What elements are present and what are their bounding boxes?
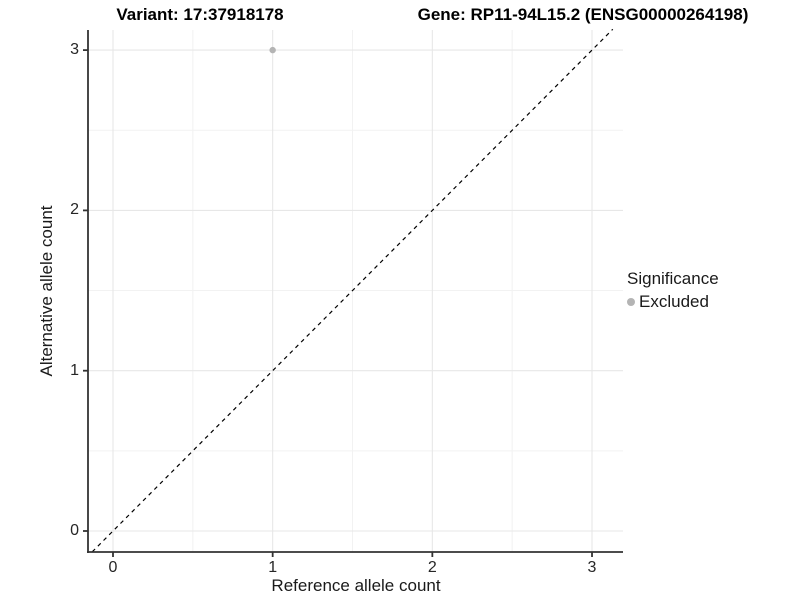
legend-item-excluded: Excluded bbox=[627, 292, 719, 312]
legend-point-icon bbox=[627, 298, 635, 306]
x-tick-label: 0 bbox=[108, 559, 118, 576]
identity-dashed-line bbox=[91, 28, 614, 553]
y-tick-label: 0 bbox=[70, 522, 79, 539]
x-tick-label: 1 bbox=[268, 559, 278, 576]
y-tick-label: 3 bbox=[70, 41, 79, 59]
legend-title: Significance bbox=[627, 269, 719, 288]
y-axis-label: Alternative allele count bbox=[37, 205, 56, 377]
y-tick-label: 2 bbox=[70, 201, 79, 219]
data-point bbox=[269, 46, 276, 54]
x-tick-label: 3 bbox=[587, 559, 597, 576]
x-axis-label: Reference allele count bbox=[271, 576, 441, 595]
gene-title: Gene: RP11-94L15.2 (ENSG00000264198) bbox=[417, 5, 749, 24]
x-tick-label: 2 bbox=[427, 559, 437, 576]
legend-item-label: Excluded bbox=[639, 292, 709, 311]
legend: Significance Excluded bbox=[627, 269, 719, 312]
y-tick-label: 1 bbox=[70, 361, 79, 379]
variant-title: Variant: 17:37918178 bbox=[116, 5, 284, 24]
